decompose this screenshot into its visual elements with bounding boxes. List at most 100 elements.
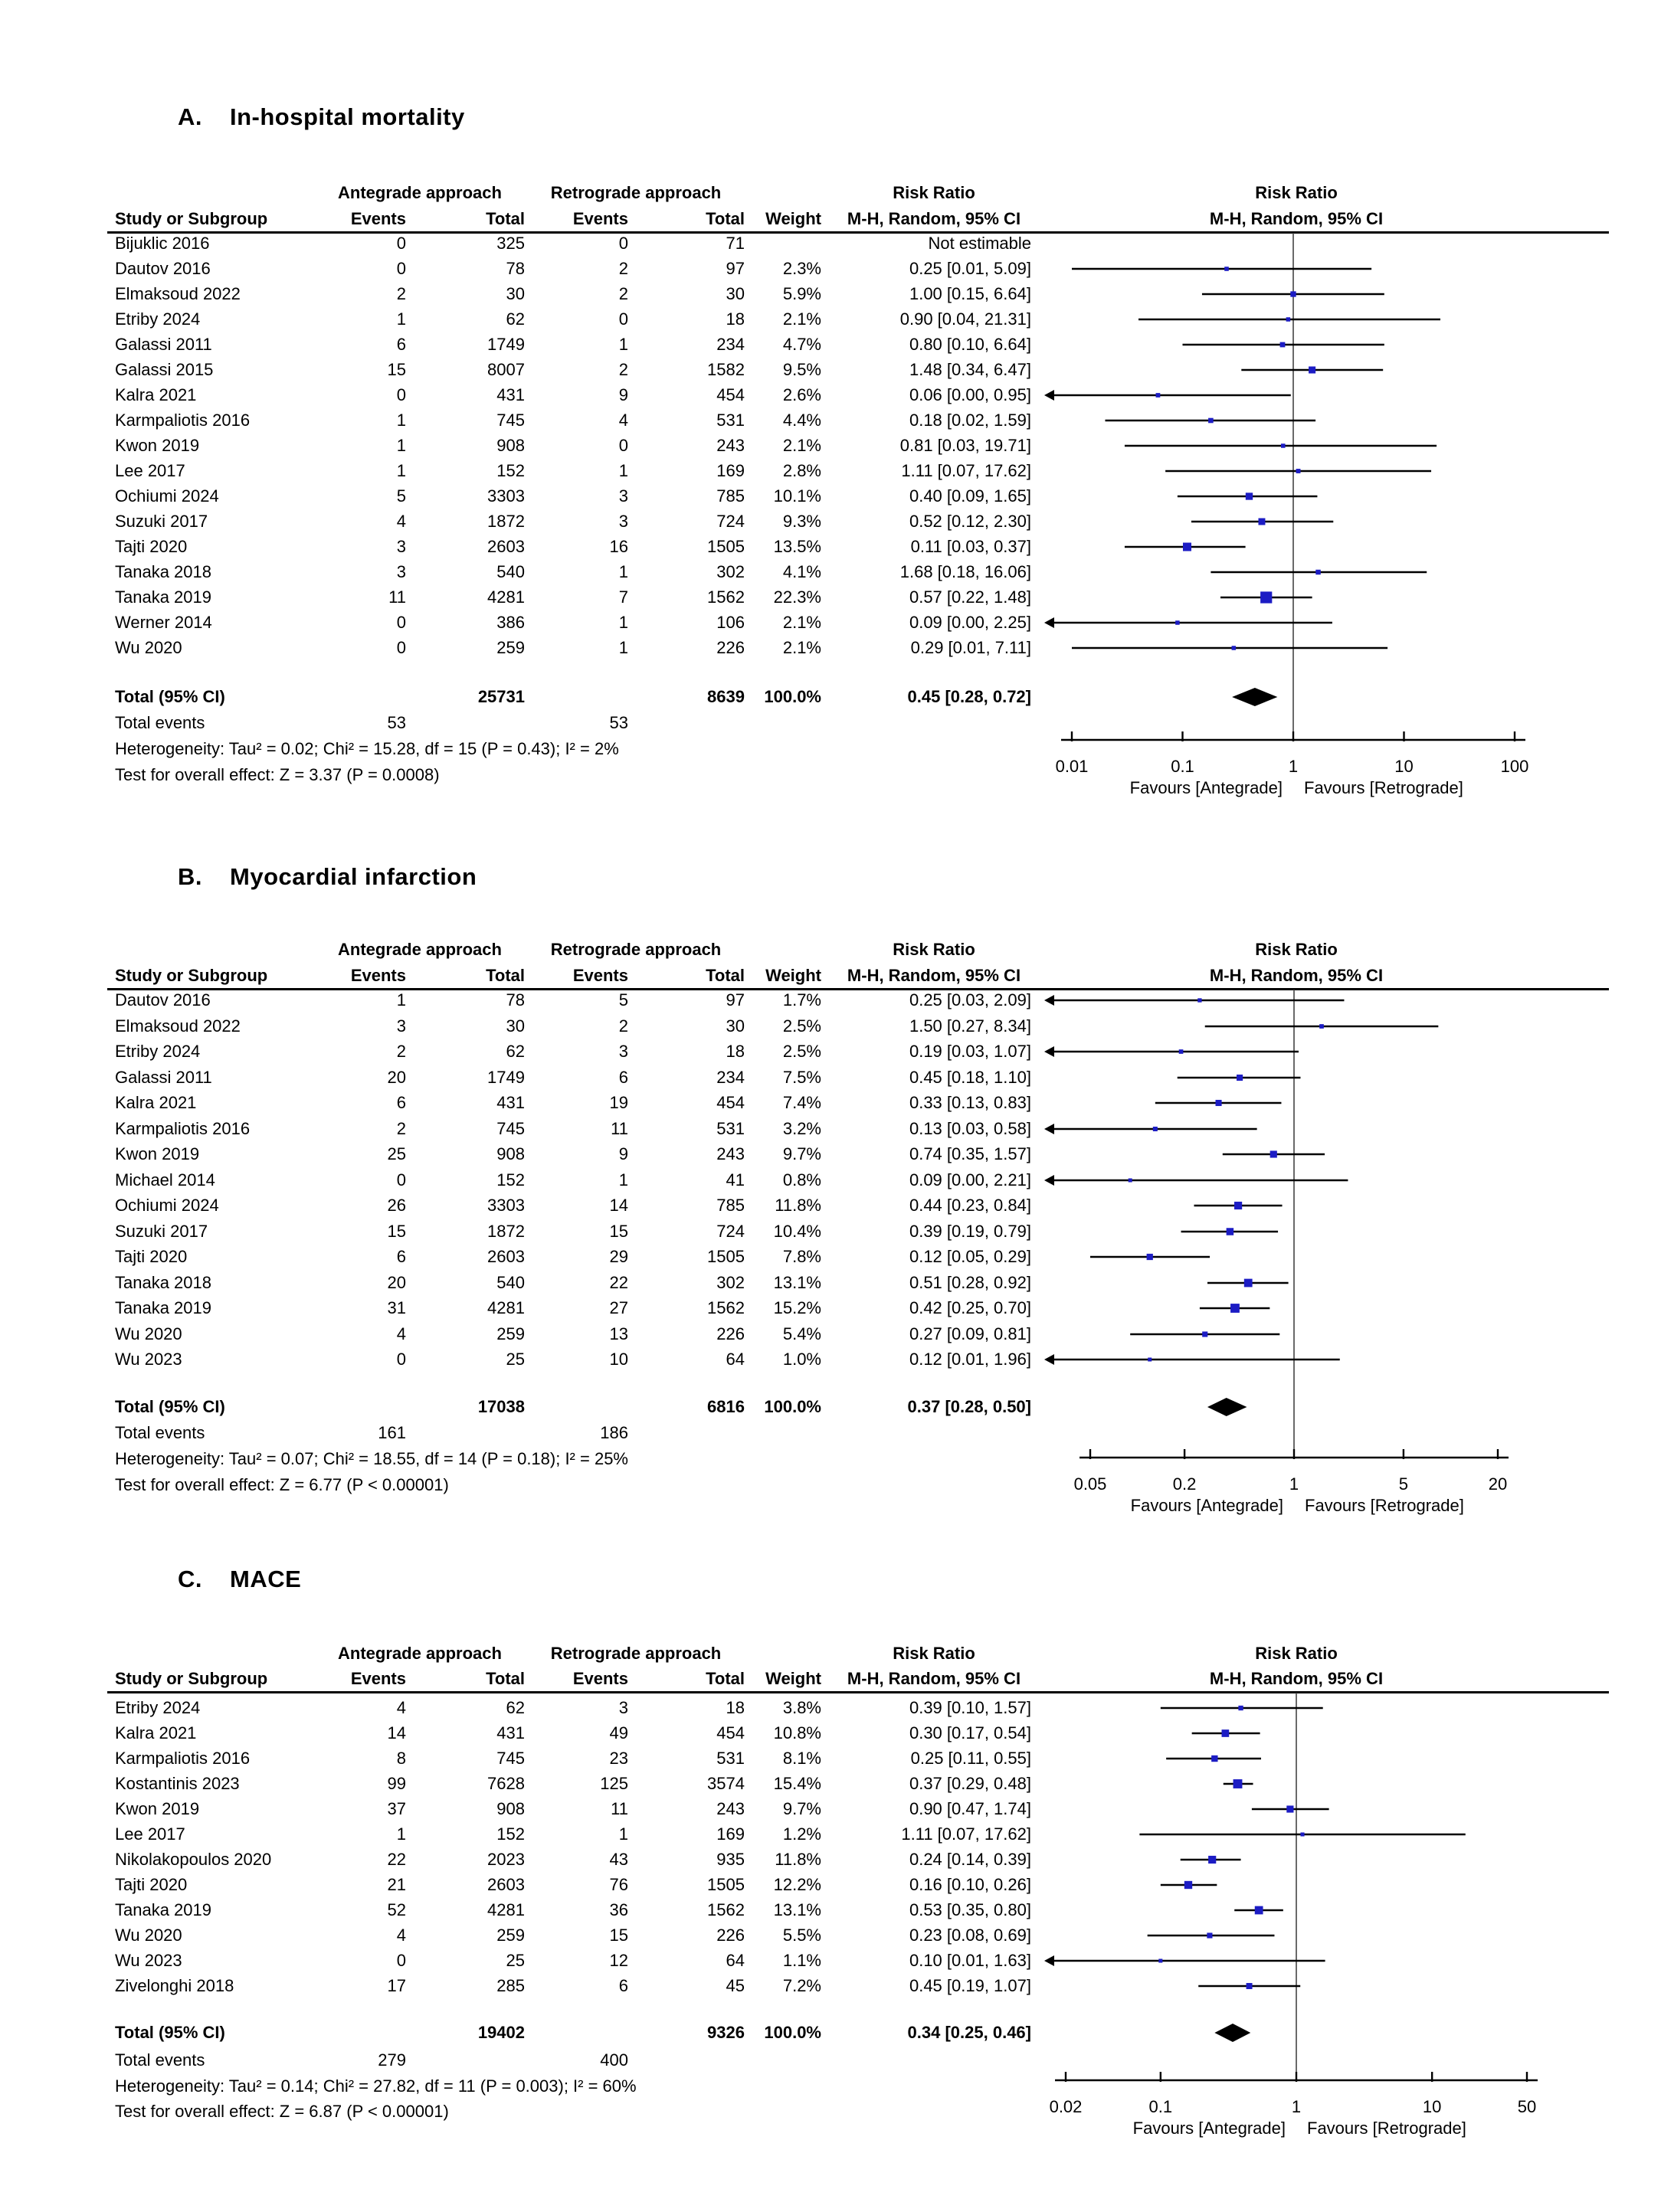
total-n1: 17038 <box>477 1397 525 1416</box>
axis-tick-label: 20 <box>1489 1474 1507 1494</box>
total-events-label: Total events <box>115 2050 205 2070</box>
events2-value: 1 <box>618 1170 628 1189</box>
heterogeneity-text: Heterogeneity: Tau² = 0.07; Chi² = 18.55… <box>115 1449 628 1468</box>
risk-ratio-ci-value: 0.23 [0.08, 0.69] <box>909 1926 1031 1945</box>
point-estimate-square <box>1211 1755 1218 1762</box>
weight-value: 7.5% <box>782 1068 821 1087</box>
study-col-header: Study or Subgroup <box>115 966 268 985</box>
events2-value: 13 <box>609 1324 628 1343</box>
events1-value: 2 <box>396 284 406 303</box>
forest-plot-area: 0.05 0.2 1 5 20 Favours [Antegrade] Favours [R… <box>1044 990 1509 1515</box>
axis-tick-label: 10 <box>1394 757 1413 776</box>
events2-value: 125 <box>600 1774 628 1793</box>
panel-title: B. Myocardial infarction <box>178 862 477 892</box>
events2-value: 76 <box>609 1875 628 1894</box>
events2-value: 43 <box>609 1850 628 1869</box>
total2-value: 454 <box>716 1093 745 1112</box>
weight-value: 2.8% <box>782 461 821 480</box>
study-name: Tanaka 2019 <box>115 1900 211 1919</box>
total2-value: 18 <box>726 309 745 329</box>
total1-value: 4281 <box>487 587 525 607</box>
axis-tick-label: 5 <box>1399 1474 1408 1494</box>
total2-value: 1562 <box>707 587 745 607</box>
axis-tick-label: 0.1 <box>1171 757 1194 776</box>
effect-header-plot-col: Risk Ratio <box>1255 183 1338 202</box>
weight-value: 13.1% <box>773 1273 821 1292</box>
weight-value: 13.1% <box>773 1900 821 1919</box>
total2-col-header: Total <box>706 1669 745 1688</box>
weight-value: 13.5% <box>773 537 821 556</box>
header-rule <box>107 988 1609 990</box>
events1-value: 0 <box>396 1951 406 1970</box>
total2-col-header: Total <box>706 209 745 228</box>
weight-value: 11.8% <box>775 1196 821 1215</box>
total-diamond <box>1232 688 1278 706</box>
events2-value: 15 <box>609 1926 628 1945</box>
total-events-label: Total events <box>115 713 205 732</box>
panel-label: A. <box>178 103 202 130</box>
events2-value: 2 <box>618 284 628 303</box>
risk-ratio-ci-value: 0.10 [0.01, 1.63] <box>909 1951 1031 1970</box>
events1-value: 0 <box>396 259 406 278</box>
events1-value: 22 <box>387 1850 406 1869</box>
total2-value: 226 <box>716 1926 745 1945</box>
total1-value: 386 <box>496 613 525 632</box>
total1-value: 2603 <box>487 1875 525 1894</box>
axis-tick-label: 0.1 <box>1149 2097 1173 2116</box>
risk-ratio-ci-value: 0.29 [0.01, 7.11] <box>910 638 1031 657</box>
events1-value: 6 <box>396 335 406 354</box>
events2-value: 1 <box>618 613 628 632</box>
study-name: Karmpaliotis 2016 <box>115 1119 251 1138</box>
point-estimate-square <box>1128 1178 1132 1183</box>
weight-value: 2.1% <box>782 309 821 329</box>
risk-ratio-ci-value: 0.80 [0.10, 6.64] <box>909 335 1031 354</box>
events2-value: 0 <box>618 309 628 329</box>
risk-ratio-ci-value: 0.25 [0.11, 0.55] <box>910 1749 1031 1768</box>
events2-value: 6 <box>618 1068 628 1087</box>
study-name: Wu 2023 <box>115 1951 182 1970</box>
risk-ratio-ci-value: Not estimable <box>928 234 1031 253</box>
total-events-2: 400 <box>600 2050 628 2070</box>
weight-value: 2.1% <box>782 613 821 632</box>
study-name: Ochiumi 2024 <box>115 1196 219 1215</box>
left-arrow-icon <box>1044 1955 1054 1966</box>
events1-value: 2 <box>396 1042 406 1061</box>
events2-value: 14 <box>609 1196 628 1215</box>
total1-value: 152 <box>496 461 525 480</box>
axis-tick-label: 0.01 <box>1056 757 1089 776</box>
risk-ratio-ci-value: 0.39 [0.10, 1.57] <box>909 1698 1031 1717</box>
point-estimate-square <box>1246 1983 1253 1989</box>
weight-col-header: Weight <box>765 966 821 985</box>
total-n1: 19402 <box>477 2023 525 2042</box>
point-estimate-square <box>1175 620 1180 625</box>
weight-value: 8.1% <box>782 1749 821 1768</box>
study-name: Karmpaliotis 2016 <box>115 1749 251 1768</box>
overall-effect-text: Test for overall effect: Z = 3.37 (P = 0… <box>115 765 440 784</box>
total1-value: 25 <box>506 1350 525 1369</box>
header-rule <box>107 231 1609 234</box>
risk-ratio-ci-value: 1.11 [0.07, 17.62] <box>901 1824 1031 1844</box>
weight-col-header: Weight <box>765 1669 821 1688</box>
total-ci: 0.45 [0.28, 0.72] <box>907 687 1031 706</box>
total1-value: 152 <box>496 1170 525 1189</box>
study-name: Kwon 2019 <box>115 436 200 455</box>
events1-value: 1 <box>396 990 406 1009</box>
events2-value: 1 <box>618 335 628 354</box>
group1-header: Antegrade approach <box>338 940 502 959</box>
study-name: Etriby 2024 <box>115 1042 201 1061</box>
total1-value: 2603 <box>487 1247 525 1266</box>
total2-value: 1505 <box>707 1875 745 1894</box>
point-estimate-square <box>1315 569 1321 575</box>
left-arrow-icon <box>1044 1046 1054 1057</box>
total1-value: 259 <box>496 1926 525 1945</box>
total1-value: 1872 <box>487 1222 525 1241</box>
study-name: Zivelonghi 2018 <box>115 1976 234 1995</box>
axis-tick-label: 1 <box>1292 2097 1301 2116</box>
weight-value: 1.2% <box>782 1824 821 1844</box>
study-name: Tajti 2020 <box>115 537 188 556</box>
total1-value: 431 <box>496 385 525 404</box>
total2-value: 169 <box>716 461 745 480</box>
total-events-2: 186 <box>600 1423 628 1442</box>
group2-header: Retrograde approach <box>550 940 722 959</box>
point-estimate-square <box>1226 1228 1234 1235</box>
